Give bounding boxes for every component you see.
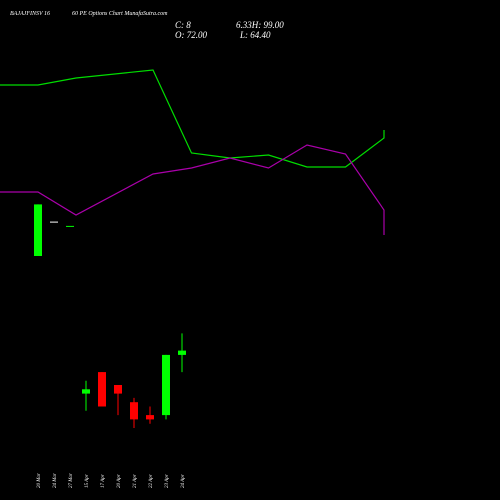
indicator-line-2: [0, 144, 385, 235]
candle-8: [146, 406, 154, 424]
candlesticks: [34, 204, 186, 428]
chart-title-right: 60 PE Options Chart MunafaSutra.com: [72, 10, 168, 17]
x-tick-label: 15 Apr: [85, 474, 90, 488]
candle-body: [82, 389, 90, 394]
candle-1: [34, 204, 42, 256]
candle-body: [130, 402, 138, 420]
x-tick-label: 24 Mar: [53, 473, 58, 488]
candle-6: [114, 385, 122, 416]
candle-body: [34, 204, 42, 256]
readout-open: O: 72.00: [175, 30, 207, 40]
readout-high: 6.33H: 99.00: [236, 20, 284, 30]
candle-2: [50, 221, 58, 223]
candle-4: [82, 380, 90, 411]
candle-body: [162, 354, 170, 416]
indicator-line-1: [0, 69, 385, 168]
x-tick-label: 20 Apr: [117, 474, 122, 488]
candle-10: [178, 333, 186, 373]
x-tick-label: 20 Mar: [37, 473, 42, 488]
x-tick-label: 27 Mar: [69, 473, 74, 488]
candle-3: [66, 225, 74, 227]
chart-title-left: BAJAJFINSV 16: [10, 11, 50, 17]
candle-body: [50, 221, 58, 223]
candle-body: [146, 415, 154, 420]
candle-5: [98, 372, 106, 407]
indicator-lines: [0, 69, 385, 235]
candle-body: [114, 385, 122, 394]
x-tick-label: 17 Apr: [101, 474, 106, 488]
candle-9: [162, 354, 170, 420]
candle-body: [98, 372, 106, 407]
x-tick-label: 24 Apr: [181, 474, 186, 488]
x-axis-labels: 20 Mar 24 Mar 27 Mar 15 Apr 17 Apr 20 Apr 21 A…: [37, 473, 186, 488]
x-tick-label: 22 Apr: [149, 474, 154, 488]
candle-body: [66, 225, 74, 227]
x-tick-label: 23 Apr: [165, 474, 170, 488]
readout-low: L: 64.40: [239, 30, 271, 40]
readout-close: C: 8: [175, 20, 191, 30]
candle-7: [130, 397, 138, 428]
x-tick-label: 21 Apr: [133, 474, 138, 488]
candle-body: [178, 350, 186, 355]
